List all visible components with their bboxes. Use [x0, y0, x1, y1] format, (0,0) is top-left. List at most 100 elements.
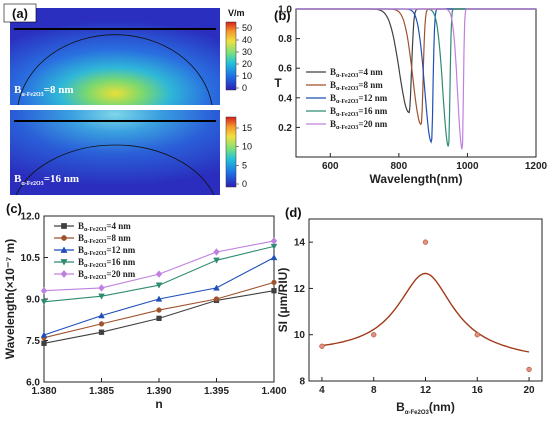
- panel-b-label: (b): [274, 8, 291, 23]
- data-point: [60, 259, 68, 266]
- field-map-bottom: [10, 110, 220, 195]
- panel-a-label-box: [3, 3, 37, 23]
- data-point: [98, 329, 105, 335]
- y-tick-label: 10.5: [21, 253, 41, 264]
- legend-label: Bα-Fe2O3=8 nm: [330, 80, 383, 92]
- data-point: [270, 237, 278, 245]
- sensitivity-chart: 4 8 12 16 20 8 10 12 14 Bα-Fe2O3(nm) SI (μm/RIU): [276, 218, 543, 416]
- colorbar-tick-label: 40: [242, 35, 252, 45]
- sensitivity-fit-curve: [321, 272, 530, 353]
- data-point: [271, 288, 277, 294]
- data-point: [155, 295, 163, 302]
- y-tick-label: 1.0: [278, 5, 292, 16]
- x-tick-label: 1200: [525, 161, 548, 172]
- x-tick-label: 800: [391, 161, 408, 172]
- data-point: [60, 270, 68, 278]
- data-point: [213, 296, 220, 302]
- x-tick-label: 1.390: [146, 386, 171, 397]
- data-point: [41, 340, 47, 346]
- data-point: [98, 312, 105, 319]
- colorbar-tick-label: 20: [242, 59, 252, 69]
- legend-label: Bα-Fe2O3=8 nm: [78, 233, 131, 245]
- colorbar-tick-label: 30: [242, 47, 252, 57]
- data-point: [213, 248, 220, 256]
- x-axis-title: Bα-Fe2O3(nm): [396, 400, 455, 416]
- sensitivity-data-point: [422, 239, 429, 245]
- colorbar-top: [225, 21, 237, 91]
- x-axis-title: Wavelength(nm): [370, 172, 463, 186]
- panel-a-label: (a): [12, 6, 28, 21]
- legend-label: Bα-Fe2O3=20 nm: [78, 269, 136, 281]
- data-point: [60, 246, 68, 253]
- sensitivity-data-point: [526, 366, 532, 373]
- data-point: [61, 235, 67, 241]
- x-tick-label: 8: [371, 385, 377, 396]
- x-tick-label: 1000: [456, 161, 479, 172]
- data-point: [98, 284, 105, 292]
- y-tick-label: 8: [299, 377, 305, 388]
- data-point: [61, 223, 67, 229]
- panel-b: (b) 600 800 1000 1200 0.2 0.4 0.6 0.8 1.0 Wavelen…: [274, 5, 548, 187]
- field-map-top-boundary: [17, 34, 213, 106]
- colorbar-tick-label: 15: [242, 123, 252, 133]
- transmission-series-line: [296, 8, 536, 150]
- x-tick-label: 1.395: [204, 386, 229, 397]
- data-point: [155, 270, 163, 278]
- legend-label: Bα-Fe2O3=16 nm: [330, 106, 388, 118]
- colorbar-tick-label: 10: [242, 71, 252, 81]
- y-axis-title: Wavelength(×10⁻⁷ m): [3, 239, 17, 360]
- legend-label: Bα-Fe2O3=4 nm: [78, 221, 131, 233]
- y-tick-label: 9.0: [26, 295, 40, 306]
- x-axis-title: n: [155, 397, 162, 411]
- colorbar-tick-label: 10: [242, 142, 252, 152]
- legend-label: Bα-Fe2O3=12 nm: [78, 245, 136, 257]
- data-point: [98, 321, 105, 327]
- data-point: [40, 286, 48, 295]
- data-point: [40, 331, 48, 338]
- panel-a: (a) Bα-Fe2O3=8 nm Bα-Fe2O3=16 nm V/m 504…: [3, 3, 268, 199]
- y-axis-title: SI (μm/RIU): [276, 268, 290, 333]
- panel-c: (c) 1.380 1.385 1.390 1.395 1.400 6.0 7.5 9.0 10…: [3, 201, 287, 411]
- y-tick-label: 14: [294, 238, 306, 249]
- data-point: [98, 293, 105, 300]
- data-point: [213, 257, 220, 264]
- x-tick-label: 4: [319, 385, 325, 396]
- panel-d-label: (d): [285, 205, 302, 220]
- y-tick-label: 10: [294, 330, 306, 341]
- data-point: [40, 299, 48, 306]
- y-tick-label: 12: [294, 284, 306, 295]
- colorbar-tick-label: 0: [242, 83, 247, 93]
- colorbar-bottom: [225, 116, 237, 188]
- transmission-chart: 600 800 1000 1200 0.2 0.4 0.6 0.8 1.0 Wavelength(…: [274, 5, 547, 187]
- colorbar-unit: V/m: [228, 8, 245, 18]
- field-map-top: [10, 8, 220, 105]
- y-tick-label: 6.0: [26, 378, 40, 389]
- panel-c-label: (c): [6, 201, 22, 216]
- x-tick-label: 1.385: [89, 386, 114, 397]
- data-point: [213, 284, 220, 291]
- legend-label: Bα-Fe2O3=16 nm: [78, 257, 136, 269]
- x-tick-label: 12: [420, 385, 432, 396]
- x-tick-label: 16: [472, 385, 484, 396]
- field-map-bottom-annotation: Bα-Fe2O3=16 nm: [14, 173, 79, 187]
- legend-label: Bα-Fe2O3=20 nm: [330, 119, 388, 131]
- sensitivity-data-point: [371, 332, 377, 338]
- data-point: [155, 282, 163, 289]
- x-tick-label: 600: [322, 161, 339, 172]
- panel-d: (d) 4 8 12 16 20 8 10 12 14 Bα-Fe2O3(nm) SI (μm/RI…: [276, 205, 543, 416]
- colorbar-bottom-ticks: 15 10 5 0: [236, 123, 252, 189]
- sensitivity-data-point: [319, 343, 325, 349]
- field-map-bottom-boundary: [15, 144, 215, 196]
- legend-label: Bα-Fe2O3=12 nm: [330, 93, 388, 105]
- sensitivity-data-point: [474, 332, 480, 338]
- x-tick-label: 1.400: [261, 386, 286, 397]
- colorbar-tick-label: 50: [242, 23, 252, 33]
- y-axis-title: T: [274, 76, 282, 90]
- y-tick-label: 0.2: [278, 123, 292, 134]
- data-point: [156, 315, 162, 322]
- wavelength-chart: 1.380 1.385 1.390 1.395 1.400 6.0 7.5 9.0 10.5 12…: [3, 212, 287, 412]
- x-tick-label: 1.380: [31, 386, 56, 397]
- data-point: [156, 307, 162, 313]
- y-tick-label: 7.5: [26, 336, 40, 347]
